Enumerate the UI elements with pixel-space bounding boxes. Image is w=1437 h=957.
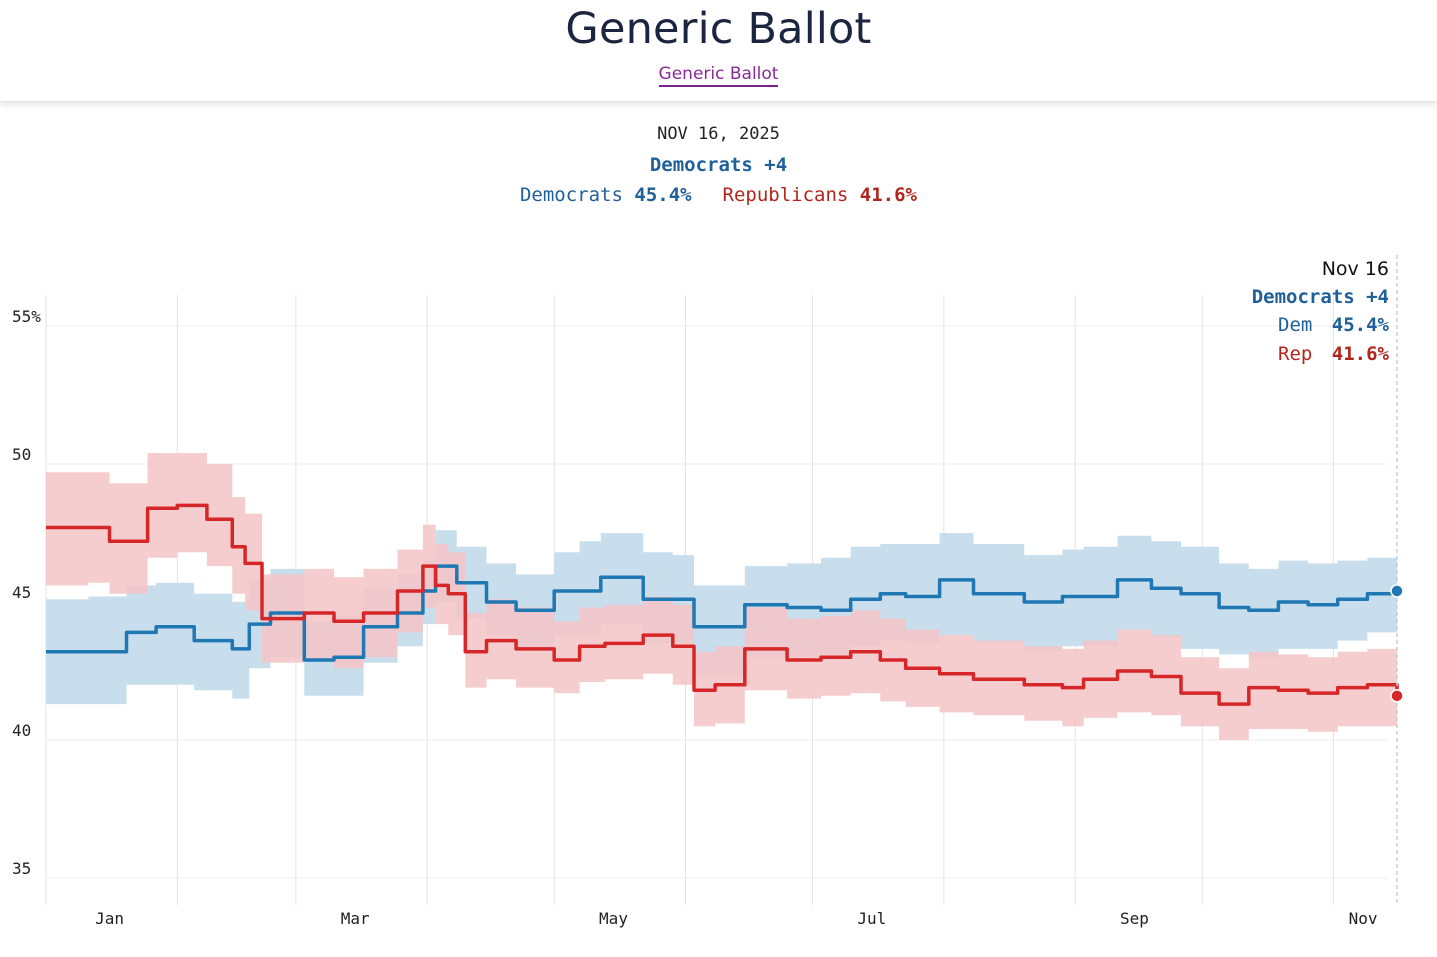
generic-ballot-link[interactable]: Generic Ballot	[658, 64, 779, 87]
page-title: Generic Ballot	[565, 4, 872, 54]
band-dem	[46, 530, 1397, 705]
end-points	[1390, 584, 1404, 703]
endpoint-dem	[1390, 584, 1404, 598]
tooltip-rep-label: Rep	[1278, 343, 1312, 365]
tooltip: Nov 16 Democrats +4 Dem 45.4% Rep 41.6%	[1252, 258, 1390, 365]
tooltip-rep-value: 41.6%	[1332, 343, 1390, 365]
band-rep	[46, 453, 1397, 740]
series-lines	[46, 503, 1399, 706]
y-axis-ticks: 55% 50 45 40 35	[12, 307, 41, 878]
x-tick-label: May	[599, 909, 628, 928]
x-tick-label: Sep	[1120, 909, 1149, 928]
header: Generic Ballot Generic Ballot	[0, 0, 1437, 102]
x-tick-label: Nov	[1349, 909, 1378, 928]
line-dem	[46, 564, 1399, 662]
tooltip-dem-value: 45.4%	[1332, 314, 1390, 336]
summary-rep-label: Republicans	[722, 184, 849, 206]
tooltip-dem: Dem 45.4%	[1278, 314, 1390, 336]
y-tick-label: 55%	[12, 307, 41, 326]
page-link-wrap: Generic Ballot	[0, 64, 1437, 87]
x-tick-label: Jul	[857, 909, 886, 928]
summary-date: NOV 16, 2025	[657, 124, 780, 144]
endpoint-rep	[1390, 689, 1404, 703]
summary-dem-label: Democrats	[519, 184, 623, 206]
y-tick-label: 40	[12, 721, 31, 740]
summary-rep-value: 41.6%	[859, 184, 917, 206]
summary-dem-value: 45.4%	[634, 184, 692, 206]
x-tick-label: Mar	[341, 909, 370, 928]
tooltip-dem-label: Dem	[1278, 314, 1312, 336]
summary-values: Democrats 45.4% Republicans 41.6%	[0, 184, 1437, 206]
tooltip-date: Nov 16	[1322, 258, 1389, 280]
line-rep	[46, 503, 1399, 706]
y-tick-label: 45	[12, 583, 31, 602]
summary-leader: Democrats +4	[649, 154, 788, 176]
tooltip-leader: Democrats +4	[1252, 286, 1389, 308]
x-axis-ticks: Jan Mar May Jul Sep Nov	[95, 909, 1377, 928]
y-tick-label: 50	[12, 445, 31, 464]
generic-ballot-chart[interactable]: 55% 50 45 40 35 Jan Mar May Jul Sep Nov Nov 16 De…	[0, 240, 1437, 957]
error-bands	[46, 453, 1397, 740]
tooltip-rep: Rep 41.6%	[1278, 343, 1390, 365]
x-tick-label: Jan	[95, 909, 124, 928]
y-tick-label: 35	[12, 859, 31, 878]
